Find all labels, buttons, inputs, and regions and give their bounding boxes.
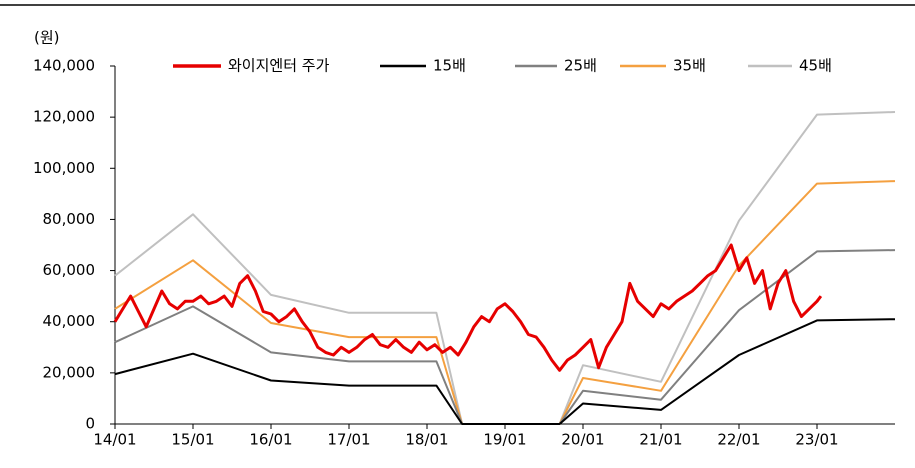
x-tick-label: 20/01: [561, 431, 604, 449]
legend-label: 45배: [799, 57, 832, 75]
y-tick-label: 140,000: [33, 57, 95, 75]
y-tick-label: 100,000: [33, 159, 95, 177]
x-tick-label: 22/01: [717, 431, 760, 449]
legend-label: 35배: [673, 57, 706, 75]
x-tick-label: 14/01: [93, 431, 136, 449]
x-tick-label: 21/01: [639, 431, 682, 449]
y-tick-label: 60,000: [43, 261, 96, 279]
y-tick-label: 120,000: [33, 108, 95, 126]
legend-label: 와이지엔터 주가: [228, 57, 330, 75]
y-tick-label: 40,000: [43, 312, 96, 330]
series-line: [114, 318, 896, 425]
y-tick-label: 0: [85, 415, 95, 433]
y-tick-label: 80,000: [43, 210, 96, 228]
legend-label: 25배: [564, 57, 597, 75]
y-axis-unit: (원): [34, 29, 60, 47]
x-tick-label: 16/01: [249, 431, 292, 449]
x-tick-label: 15/01: [171, 431, 214, 449]
x-tick-label: 19/01: [483, 431, 526, 449]
x-tick-label: 18/01: [405, 431, 448, 449]
series-line: [113, 243, 823, 372]
series-line: [114, 111, 896, 425]
x-tick-label: 17/01: [327, 431, 370, 449]
x-tick-label: 23/01: [795, 431, 838, 449]
y-tick-label: 20,000: [43, 363, 96, 381]
legend-label: 15배: [433, 57, 466, 75]
